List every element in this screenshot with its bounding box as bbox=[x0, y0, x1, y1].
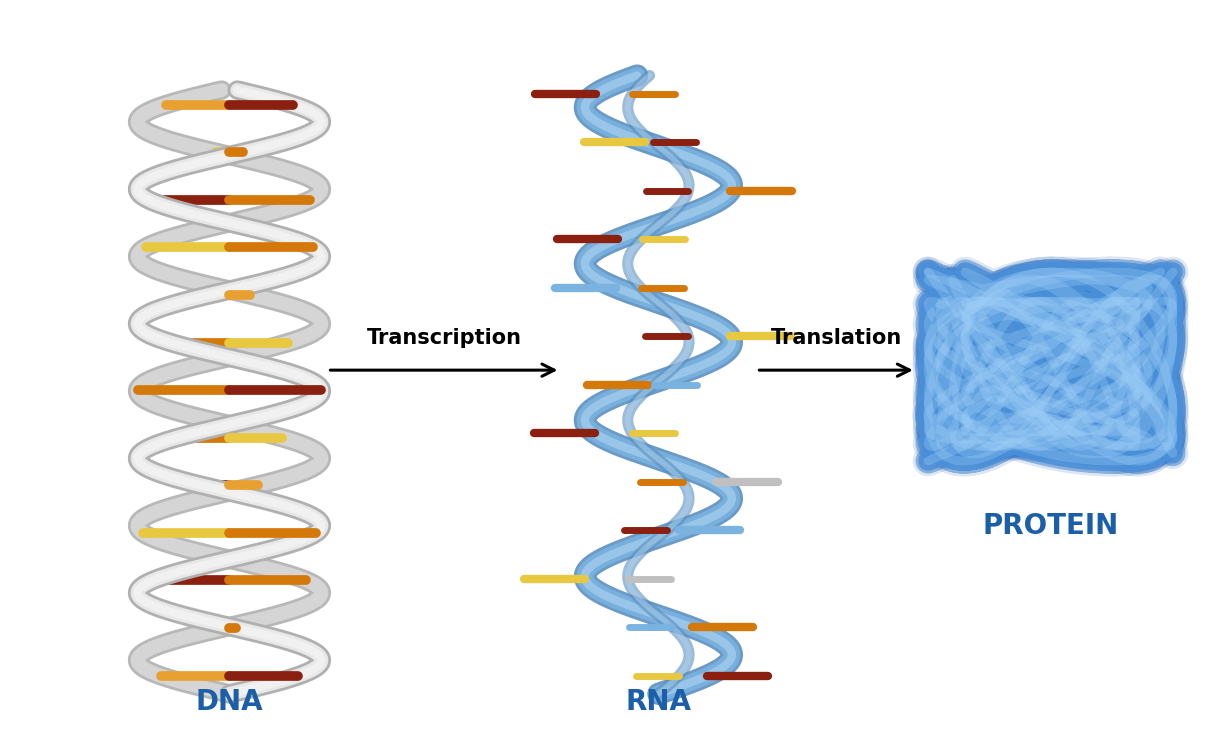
Text: DNA: DNA bbox=[196, 688, 263, 715]
Text: Transcription: Transcription bbox=[367, 328, 522, 348]
Text: PROTEIN: PROTEIN bbox=[982, 512, 1119, 540]
Text: Translation: Translation bbox=[771, 328, 901, 348]
Text: RNA: RNA bbox=[625, 688, 692, 715]
